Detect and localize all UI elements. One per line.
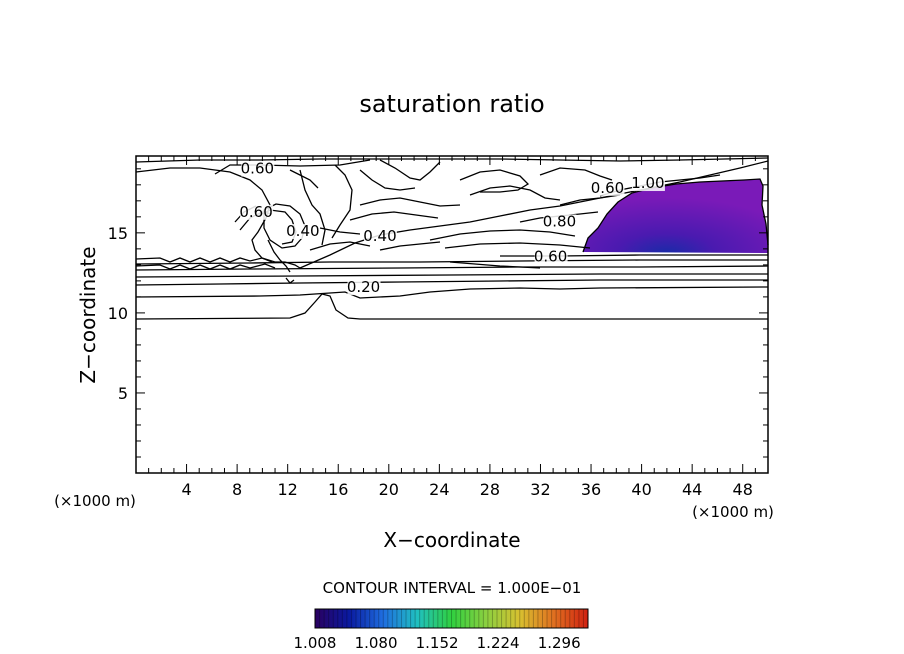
contour-line [459,169,530,193]
contour-label-bg [347,280,381,296]
contour-line [135,157,769,163]
contour-label: 0.60 [239,203,272,221]
contour-line [449,261,541,269]
colorbar-label: 1.224 [477,634,520,652]
contour-line [135,286,769,299]
colorbar-labels: 1.008 1.080 1.152 1.224 1.296 [294,634,581,652]
x-axis-title: X−coordinate [383,528,520,552]
colorbar-strip [314,608,589,629]
x-tick-label: 28 [480,480,500,499]
y-tick-label: 5 [118,384,128,403]
contour-line [135,259,768,265]
contour-value-labels: 0.60 0.60 0.40 0.40 0.20 0.80 0.60 0.60 1.00 [239,160,665,296]
contour-line [539,167,613,181]
colorbar-label: 1.008 [294,634,337,652]
x-tick-label: 40 [631,480,651,499]
contour-line [135,273,768,278]
contour-line [379,159,441,181]
contour-label-bg [241,161,275,177]
contour-line [582,178,769,253]
contour-label: 0.20 [347,278,380,296]
contour-label-bg [534,249,568,265]
contour-line [559,194,621,206]
x-tick-label: 12 [278,480,298,499]
contour-line [285,277,295,284]
y-tick-label: 15 [108,224,128,243]
x-tick-label: 48 [733,480,753,499]
contour-line [359,197,461,207]
contour-line [214,159,371,175]
colorbar-label: 1.296 [538,634,581,652]
chart-title: saturation ratio [359,90,544,118]
contour-label: 0.80 [543,212,576,230]
contour-line [349,211,439,221]
contour-line [331,164,353,239]
contour-line [289,169,319,189]
contour-line [135,293,768,320]
x-tick-label: 16 [328,480,348,499]
contour-label: 0.40 [363,227,396,245]
x-unit-label: (×1000 m) [692,503,774,521]
contour-line [429,229,576,241]
contour-interval-text: CONTOUR INTERVAL = 1.000E−01 [323,579,582,597]
contour-line [319,227,361,235]
x-tick-label: 20 [379,480,399,499]
contour-label: 0.60 [241,160,274,178]
contour-line [469,185,561,201]
x-tick-label: 44 [682,480,702,499]
contour-line [267,239,291,273]
x-tick-label: 32 [530,480,550,499]
contour-line [135,167,301,269]
contour-line [309,241,371,251]
contour-label-bg [363,228,397,244]
contour-label: 0.60 [591,179,624,197]
contour-label: 0.40 [286,222,319,240]
y-axis-title: Z−coordinate [76,246,100,383]
contour-line [299,169,326,246]
contour-line [444,242,591,249]
contour-line [379,241,441,251]
contour-label: 0.60 [534,248,567,266]
supersaturation-fill [583,179,768,253]
contour-label-bg [286,224,320,240]
contour-label-bg [631,176,665,192]
x-tick-label: 24 [429,480,449,499]
colorbar: 1.008 1.080 1.152 1.224 1.296 [294,608,589,652]
contour-line [359,169,416,191]
x-tick-label: 8 [232,480,242,499]
contour-line [135,257,273,263]
contour-label-bg [591,180,625,196]
y-unit-label: (×1000 m) [54,492,136,510]
x-tick-label: 4 [181,480,191,499]
contour-line [135,263,276,270]
colorbar-label: 1.152 [416,634,459,652]
contour-line [135,279,768,286]
x-tick-label: 36 [581,480,601,499]
contour-label: 1.00 [631,174,664,192]
y-tick-label: 10 [108,304,128,323]
colorbar-ticks [319,609,584,628]
contour-label-bg [543,214,577,230]
colorbar-label: 1.080 [355,634,398,652]
contour-label-bg [240,204,274,220]
